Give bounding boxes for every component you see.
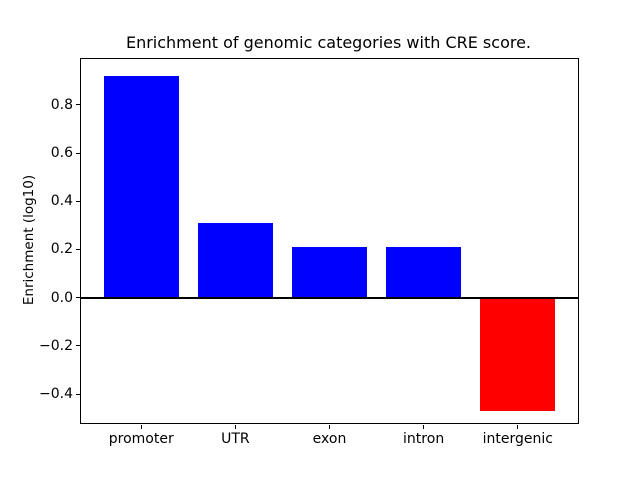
x-tick-label-promoter: promoter — [108, 431, 174, 447]
y-tick-label: 0.8 — [50, 96, 73, 113]
bar-intron — [385, 247, 462, 298]
y-tick-label: −0.4 — [39, 386, 73, 403]
y-tick-label: −0.2 — [39, 337, 73, 354]
chart-title: Enrichment of genomic categories with CR… — [125, 33, 532, 52]
plot-area: −0.4 −0.2 0.0 0.2 0.4 0.6 0.8 promoter UTR exon in… — [39, 58, 579, 447]
bar-intergenic — [480, 297, 556, 411]
x-tick — [423, 425, 425, 429]
x-tick — [517, 425, 519, 429]
bar-promoter — [103, 75, 179, 298]
y-tick — [76, 248, 80, 250]
x-tick-label-intron: intron — [403, 431, 445, 447]
bar-exon — [291, 247, 368, 298]
y-tick — [76, 152, 80, 154]
y-tick — [76, 104, 80, 106]
x-tick — [140, 425, 142, 429]
zero-baseline — [81, 296, 578, 299]
y-tick — [76, 393, 80, 395]
y-tick-label: 0.6 — [50, 145, 73, 161]
y-tick — [76, 345, 80, 347]
x-tick-label-exon: exon — [312, 431, 347, 447]
y-tick-label: 0.0 — [50, 289, 73, 306]
bar-UTR — [197, 222, 274, 298]
y-tick — [76, 200, 80, 202]
y-tick-label: 0.4 — [50, 193, 73, 210]
y-tick — [76, 297, 80, 299]
x-tick-label-UTR: UTR — [221, 431, 250, 447]
x-tick — [329, 425, 330, 429]
x-tick — [234, 425, 236, 429]
y-tick-label: 0.2 — [50, 241, 73, 258]
x-tick-label-intergenic: intergenic — [482, 431, 553, 447]
